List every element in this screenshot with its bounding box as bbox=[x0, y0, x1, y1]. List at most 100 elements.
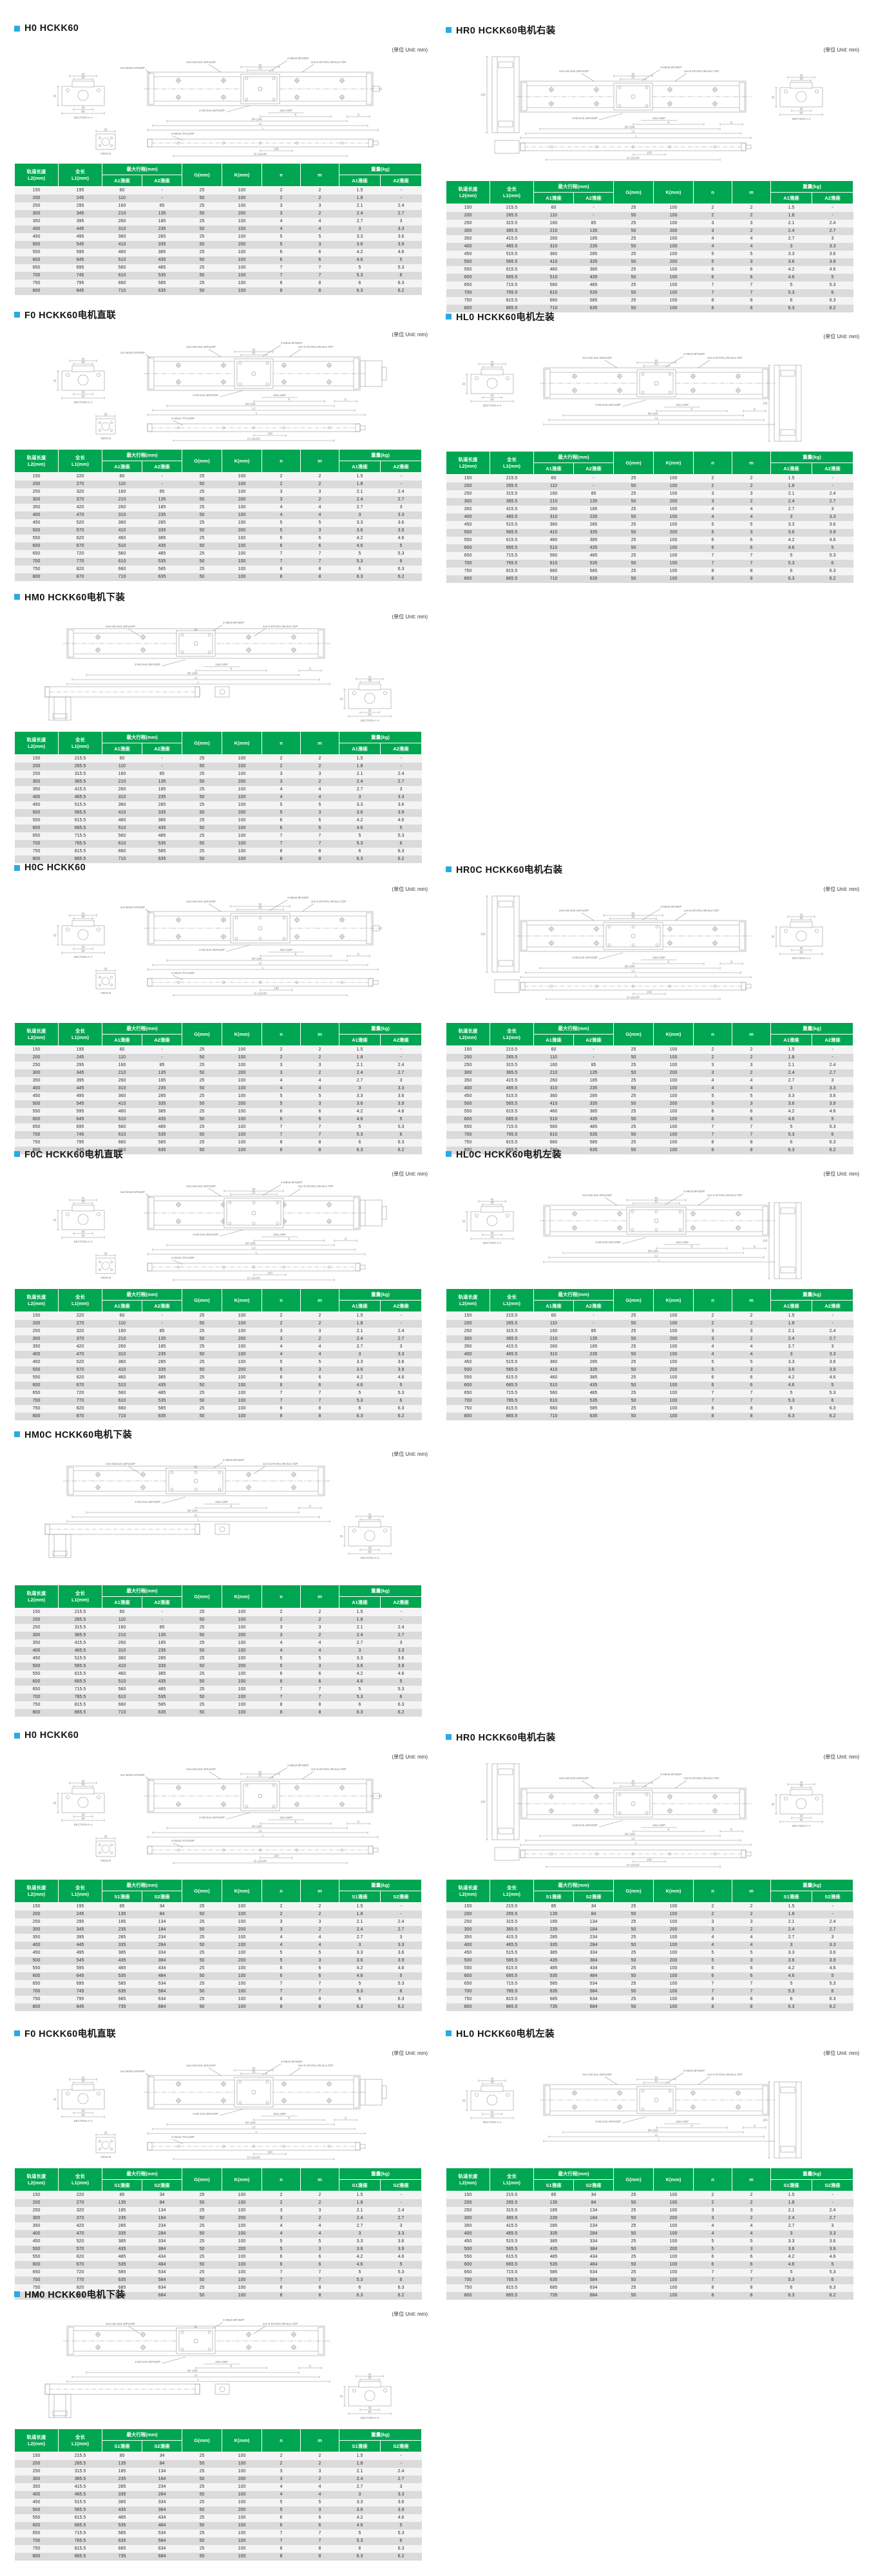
table-cell: 485 bbox=[158, 1687, 166, 1692]
table-cell: 845 bbox=[76, 2005, 84, 2009]
table-cell: 360 bbox=[549, 252, 558, 256]
table-cell: 4.2 bbox=[788, 2255, 795, 2259]
table-cell: 6.3 bbox=[829, 1140, 836, 1145]
table-cell: 735 bbox=[118, 2293, 126, 2298]
table-cell: 765.5 bbox=[74, 2539, 86, 2543]
svg-text:2xm-M2.5x0.45Px4DP: 2xm-M2.5x0.45Px4DP bbox=[186, 2064, 216, 2067]
table-cell: 3.3 bbox=[356, 803, 363, 807]
table-cell: 710 bbox=[549, 1414, 558, 1418]
table-cell: 4.2 bbox=[356, 1109, 363, 1114]
table-cell: 345 bbox=[76, 211, 84, 216]
table-cell: 650 bbox=[32, 265, 41, 270]
table-cell: 5 bbox=[318, 2500, 321, 2504]
svg-text:33: 33 bbox=[771, 1803, 775, 1806]
table-cell: 550 bbox=[32, 250, 41, 254]
table-cell: 4.6 bbox=[397, 250, 405, 254]
table-row: 800 865.5 735 684 50 100 8 8 6.3 6.2 bbox=[446, 2003, 853, 2011]
table-cell: 2.7 bbox=[829, 499, 836, 504]
table-cell: 4 bbox=[318, 795, 321, 799]
table-row: 800 865.5 710 635 50 100 8 8 6.3 6.2 bbox=[446, 1147, 853, 1154]
table-cell: 345 bbox=[76, 1071, 84, 1075]
table-cell: 470 bbox=[76, 2231, 84, 2236]
table-cell: 25 bbox=[199, 505, 205, 510]
table-cell: 415.5 bbox=[506, 2224, 518, 2228]
table-cell: 865.5 bbox=[506, 1414, 518, 1418]
table-cell: 25 bbox=[199, 803, 205, 807]
table-cell: 7 bbox=[280, 2531, 283, 2535]
table-cell: 2.7 bbox=[397, 2216, 405, 2220]
table-cell: 100 bbox=[238, 474, 246, 479]
col-weight: 重量(kg) bbox=[770, 1288, 853, 1301]
table-cell: 634 bbox=[589, 1997, 598, 2001]
table-cell: 5 bbox=[790, 1981, 793, 1986]
col-l1: 全长 L1(mm) bbox=[490, 2168, 534, 2191]
table-cell: 6.2 bbox=[397, 289, 405, 293]
table-cell: 315.5 bbox=[74, 772, 86, 776]
col-stroke: 最大行程(mm) bbox=[102, 1879, 182, 1891]
col-g: G(mm) bbox=[182, 2428, 222, 2452]
col-stroke-slider2: S2滑座 bbox=[142, 2440, 182, 2452]
svg-text:135: 135 bbox=[481, 933, 486, 936]
table-cell: 50 bbox=[631, 2247, 636, 2251]
table-cell: - bbox=[161, 756, 163, 761]
table-cell: 735 bbox=[118, 2005, 126, 2009]
table-row: 550 615.5 460 385 25 100 6 6 4.2 4.6 bbox=[446, 537, 853, 544]
table-cell: 185 bbox=[589, 507, 598, 511]
table-row: 450 515.5 360 285 25 100 5 5 3.3 3.6 bbox=[446, 1359, 853, 1366]
table-cell: 700 bbox=[32, 273, 41, 278]
table-cell: 2.4 bbox=[397, 490, 405, 494]
svg-text:2xn-5.5THRU,Φ9.5x4.7DP: 2xn-5.5THRU,Φ9.5x4.7DP bbox=[298, 2064, 333, 2067]
table-cell: 8 bbox=[318, 1414, 321, 1418]
table-cell: 535 bbox=[118, 2523, 126, 2528]
table-cell: 50 bbox=[199, 1368, 205, 1372]
table-cell: 4.2 bbox=[356, 2255, 363, 2259]
table-cell: 135 bbox=[549, 2200, 558, 2205]
col-weight-slider1: A1滑座 bbox=[770, 1034, 812, 1046]
table-cell: 50 bbox=[199, 2508, 205, 2512]
table-cell: 100 bbox=[238, 513, 246, 517]
table-cell: 6.3 bbox=[829, 1997, 836, 2001]
table-cell: 2.4 bbox=[397, 1063, 405, 1067]
table-cell: 1.8 bbox=[788, 484, 795, 488]
table-cell: 25 bbox=[631, 1078, 636, 1083]
table-cell: 25 bbox=[199, 204, 205, 208]
table-cell: 250 bbox=[32, 1063, 41, 1067]
table-cell: 25 bbox=[199, 2270, 205, 2275]
table-cell: 2.7 bbox=[397, 1337, 405, 1341]
col-stroke: 最大行程(mm) bbox=[533, 180, 614, 193]
table-cell: 7 bbox=[280, 273, 283, 278]
table-cell: 3 bbox=[358, 227, 361, 231]
col-g: G(mm) bbox=[182, 1288, 222, 1312]
svg-text:2xm-M2.5x0.45Px4DP: 2xm-M2.5x0.45Px4DP bbox=[186, 61, 216, 64]
table-row: 150 220 85 34 25 100 2 2 1.5- bbox=[14, 2191, 422, 2199]
table-row: 500 545 410 335 50 200 5 3 3.6 3.9 bbox=[14, 1100, 422, 1108]
table-row: 200 245 110-50 100 2 2 1.8- bbox=[14, 195, 422, 202]
table-row: 350 415.5 260 185 25 100 4 4 2.7 3 bbox=[14, 786, 422, 794]
table-cell: 335 bbox=[118, 1943, 126, 1947]
table-cell: 2.7 bbox=[829, 1927, 836, 1932]
unit-label: (单位 Unit: mm) bbox=[823, 47, 859, 53]
table-cell: 150 bbox=[464, 2193, 472, 2197]
table-cell: 50 bbox=[631, 499, 636, 504]
table-cell: 8 bbox=[280, 1997, 283, 2001]
table-cell: 460 bbox=[549, 1109, 558, 1114]
table-cell: 4 bbox=[711, 2231, 714, 2236]
table-cell: 2.7 bbox=[788, 1935, 795, 1940]
table-cell: 6 bbox=[318, 2523, 321, 2528]
table-cell: 6.3 bbox=[397, 1703, 405, 1707]
table-cell: 450 bbox=[464, 252, 472, 256]
table-row: 400 465.5 310 235 50 100 4 4 3 3.3 bbox=[14, 794, 422, 801]
table-cell: 400 bbox=[32, 1086, 41, 1091]
table-row: 750 815.5 685 634 25 100 8 8 6 6.3 bbox=[446, 2284, 853, 2292]
table-cell: 6.2 bbox=[397, 2293, 405, 2298]
table-cell: 485 bbox=[158, 834, 166, 838]
table-cell: 4 bbox=[318, 1641, 321, 1645]
table-cell: 350 bbox=[32, 505, 41, 510]
svg-text:SECTION A-A: SECTION A-A bbox=[73, 401, 93, 404]
table-row: 550 595 485 434 25 100 6 6 4.2 4.6 bbox=[14, 1965, 422, 1972]
table-cell: 3.6 bbox=[356, 1368, 363, 1372]
table-cell: 300 bbox=[464, 499, 472, 504]
table-cell: 335 bbox=[158, 1368, 166, 1372]
col-stroke-slider1: A1滑座 bbox=[102, 175, 142, 187]
table-cell: 3 bbox=[750, 1958, 753, 1963]
